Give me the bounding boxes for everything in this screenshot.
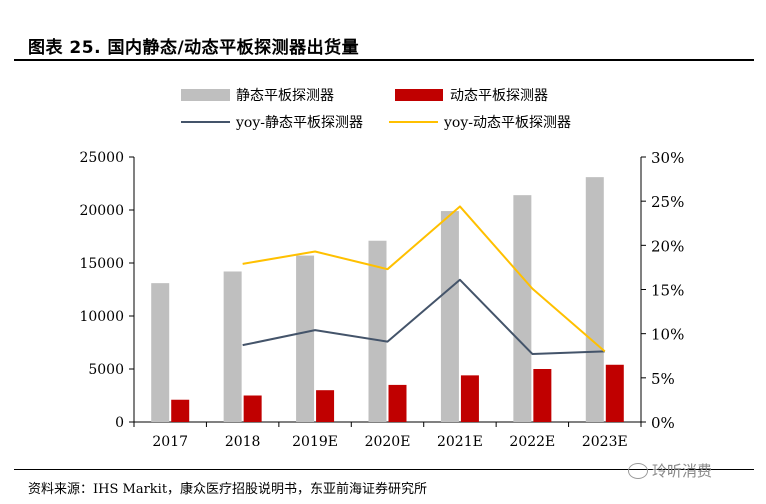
legend-label-dynamic: 动态平板探测器 xyxy=(450,88,548,104)
line-yoy-dynamic xyxy=(242,205,606,353)
legend-label-yoy-static: yoy-静态平板探测器 xyxy=(235,115,363,131)
y-right-tick-label: 10% xyxy=(651,326,684,344)
x-tick-label: 2023E xyxy=(582,434,628,450)
bar-dynamic xyxy=(243,395,262,422)
bar-dynamic xyxy=(171,399,190,422)
watermark: 玲听消费 xyxy=(628,460,712,481)
y-left-tick-label: 25000 xyxy=(79,150,124,166)
x-tick-label: 2022E xyxy=(509,434,555,450)
x-tick-label: 2020E xyxy=(365,434,411,450)
bar-dynamic xyxy=(388,384,407,422)
x-tick-label: 2019E xyxy=(292,434,338,450)
bar-static xyxy=(223,271,242,422)
line-yoy-static xyxy=(242,278,605,355)
bar-static xyxy=(513,195,532,422)
legend-label-static: 静态平板探测器 xyxy=(236,88,334,104)
y-right-tick-label: 0% xyxy=(651,414,675,432)
bar-static xyxy=(440,211,459,422)
footer-rule xyxy=(14,469,754,470)
legend-swatch-dynamic xyxy=(395,89,443,101)
bar-dynamic xyxy=(460,375,479,422)
y-right-tick-label: 15% xyxy=(651,282,684,300)
x-tick-label: 2021E xyxy=(437,434,483,450)
bar-dynamic xyxy=(316,390,335,422)
y-left-tick-label: 20000 xyxy=(79,203,124,219)
wechat-icon xyxy=(628,462,648,479)
y-left-tick-label: 15000 xyxy=(79,256,124,272)
bar-dynamic xyxy=(605,364,624,422)
bar-static xyxy=(585,177,604,422)
y-right-tick-label: 30% xyxy=(651,149,684,167)
bar-static xyxy=(151,283,170,422)
y-right-tick-label: 25% xyxy=(651,193,684,211)
source-note: 资料来源：IHS Markit，康众医疗招股说明书，东亚前海证券研究所 xyxy=(28,482,428,497)
legend-swatch-static xyxy=(181,89,230,101)
legend: 静态平板探测器 动态平板探测器 yoy-静态平板探测器 yoy-动态平板探测器 xyxy=(181,88,571,131)
bar-static xyxy=(368,240,387,422)
y-left-tick-label: 10000 xyxy=(79,309,124,325)
legend-label-yoy-dynamic: yoy-动态平板探测器 xyxy=(443,115,571,131)
bar-static xyxy=(296,255,315,422)
chart-title: 图表 25. 国内静态/动态平板探测器出货量 xyxy=(28,38,360,58)
y-left-tick-label: 0 xyxy=(115,415,124,431)
x-tick-label: 2018 xyxy=(225,434,261,450)
y-right-tick-label: 5% xyxy=(651,370,675,388)
bar-dynamic xyxy=(533,369,552,422)
title-rule xyxy=(14,59,754,61)
y-right-tick-label: 20% xyxy=(651,237,684,255)
x-tick-label: 2017 xyxy=(152,434,188,450)
y-left-tick-label: 5000 xyxy=(88,362,124,378)
watermark-text: 玲听消费 xyxy=(652,462,713,480)
chart: 静态平板探测器 动态平板探测器 yoy-静态平板探测器 yoy-动态平板探测器 … xyxy=(79,88,684,450)
